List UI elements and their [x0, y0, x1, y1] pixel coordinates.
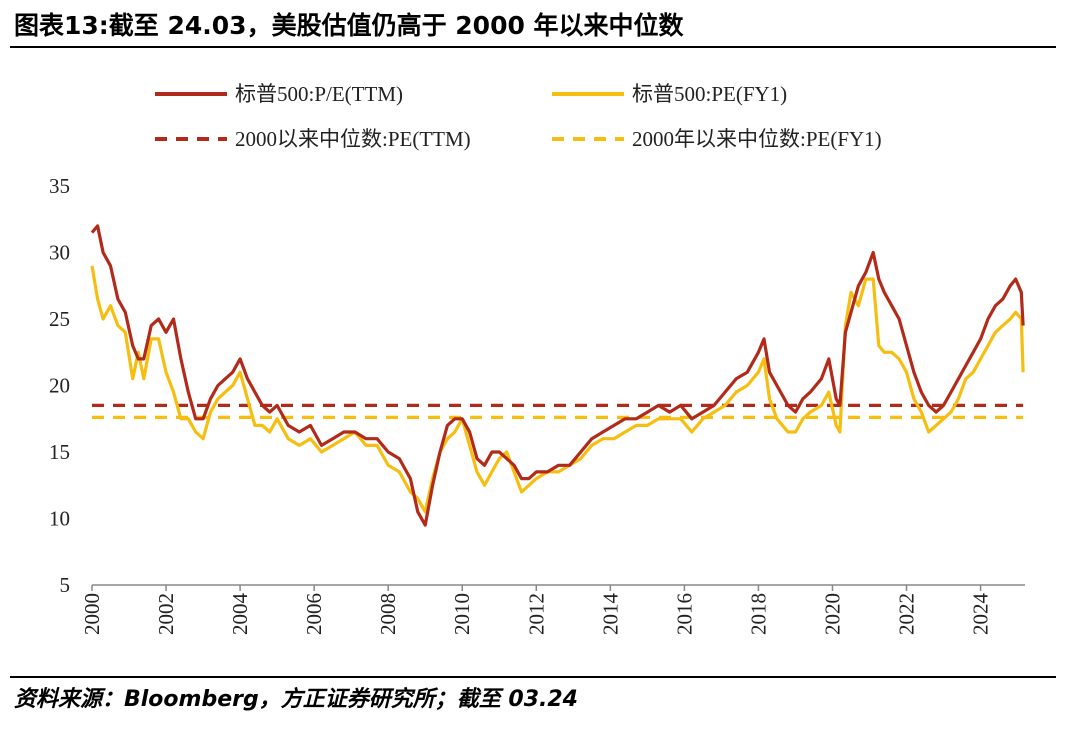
x-tick-label: 2014 — [598, 593, 622, 636]
series-line-1 — [90, 265, 1025, 514]
source-note: 资料来源：Bloomberg，方正证券研究所；截至 03.24 — [14, 687, 578, 712]
x-tick-label: 2018 — [746, 593, 770, 635]
legend-label: 标普500:P/E(TTM) — [235, 82, 403, 106]
x-tick-label: 2012 — [524, 593, 548, 635]
source-divider — [10, 676, 1056, 678]
x-tick-label: 2024 — [969, 593, 993, 636]
chart-title: 图表13:截至 24.03，美股估值仍高于 2000 年以来中位数 — [14, 11, 684, 40]
x-tick-label: 2004 — [228, 593, 252, 636]
y-tick-label: 15 — [49, 440, 70, 464]
legend-label: 标普500:PE(FY1) — [632, 82, 787, 106]
x-tick-label: 2000 — [80, 593, 104, 635]
header: 图表13:截至 24.03，美股估值仍高于 2000 年以来中位数 — [14, 6, 1056, 46]
y-tick-label: 20 — [49, 374, 70, 398]
x-tick-label: 2008 — [376, 593, 400, 635]
chart-legend: 标普500:P/E(TTM) 标普500:PE(FY1) 2000以来中位数:PE(… — [155, 82, 882, 151]
x-tick-label: 2016 — [672, 593, 696, 635]
y-axis: 5 10 15 20 25 30 35 — [49, 174, 70, 597]
legend-label: 2000年以来中位数:PE(FY1) — [632, 127, 882, 151]
x-tick-label: 2010 — [450, 593, 474, 635]
x-tick-label: 2002 — [154, 593, 178, 635]
legend-label: 2000以来中位数:PE(TTM) — [235, 127, 471, 151]
y-tick-label: 30 — [49, 241, 70, 265]
y-tick-label: 25 — [49, 307, 70, 331]
y-tick-label: 10 — [49, 507, 70, 531]
x-tick-label: 2020 — [820, 593, 844, 635]
x-tick-label: 2022 — [895, 593, 919, 635]
plot-area — [90, 224, 1025, 527]
series-line-0 — [90, 224, 1025, 527]
x-axis: 2000 2002 2004 2006 2008 2010 2012 2014 2016 2018… — [80, 584, 1025, 636]
title-divider — [10, 46, 1056, 48]
y-tick-label: 5 — [60, 573, 71, 597]
x-tick-label: 2006 — [302, 593, 326, 635]
y-tick-label: 35 — [49, 174, 70, 198]
